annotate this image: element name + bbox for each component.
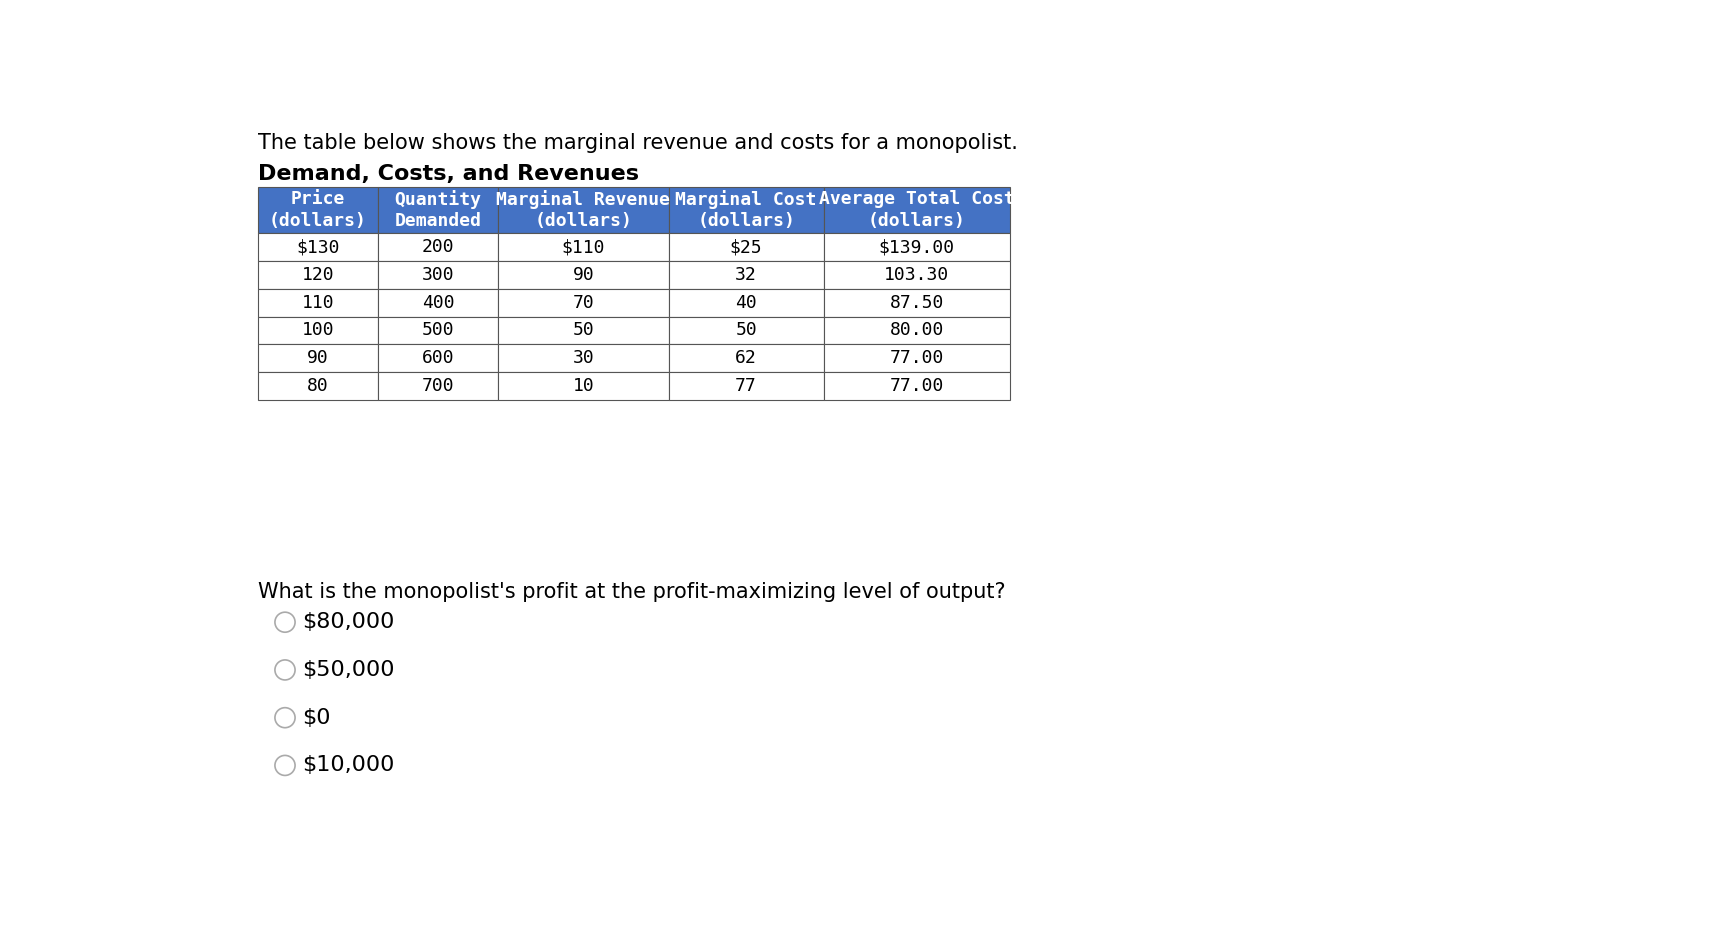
Bar bbox=[498, 289, 668, 316]
Bar bbox=[379, 261, 498, 289]
Bar bbox=[379, 344, 498, 372]
Text: 110: 110 bbox=[301, 294, 334, 312]
Text: $10,000: $10,000 bbox=[301, 755, 394, 775]
Bar bbox=[258, 372, 379, 400]
Text: Average Total Cost
(dollars): Average Total Cost (dollars) bbox=[818, 191, 1014, 230]
Text: Price
(dollars): Price (dollars) bbox=[269, 191, 367, 230]
Bar bbox=[379, 187, 498, 234]
Bar bbox=[498, 261, 668, 289]
Text: 500: 500 bbox=[422, 321, 455, 339]
Bar bbox=[379, 234, 498, 261]
Bar bbox=[258, 316, 379, 344]
Bar bbox=[379, 372, 498, 400]
Text: 700: 700 bbox=[422, 377, 455, 395]
Text: 50: 50 bbox=[572, 321, 594, 339]
Bar bbox=[668, 289, 823, 316]
Text: 77.00: 77.00 bbox=[890, 377, 944, 395]
Text: 30: 30 bbox=[572, 349, 594, 367]
Bar bbox=[668, 372, 823, 400]
Bar bbox=[668, 187, 823, 234]
Bar bbox=[498, 372, 668, 400]
Text: Marginal Revenue
(dollars): Marginal Revenue (dollars) bbox=[496, 190, 670, 231]
Bar bbox=[668, 316, 823, 344]
Text: 120: 120 bbox=[301, 266, 334, 284]
Text: 77.00: 77.00 bbox=[890, 349, 944, 367]
Text: 70: 70 bbox=[572, 294, 594, 312]
Bar bbox=[498, 234, 668, 261]
Bar bbox=[668, 344, 823, 372]
Text: 40: 40 bbox=[735, 294, 758, 312]
Bar bbox=[258, 289, 379, 316]
Bar bbox=[668, 261, 823, 289]
Text: $139.00: $139.00 bbox=[878, 238, 954, 256]
Bar bbox=[823, 316, 1009, 344]
Bar bbox=[258, 234, 379, 261]
Bar bbox=[379, 289, 498, 316]
Bar bbox=[379, 316, 498, 344]
Text: $130: $130 bbox=[296, 238, 339, 256]
Text: $80,000: $80,000 bbox=[301, 612, 394, 632]
Text: Marginal Cost
(dollars): Marginal Cost (dollars) bbox=[675, 190, 816, 231]
Text: $0: $0 bbox=[301, 708, 331, 728]
Bar bbox=[498, 187, 668, 234]
Text: 80.00: 80.00 bbox=[890, 321, 944, 339]
Bar bbox=[498, 316, 668, 344]
Bar bbox=[668, 234, 823, 261]
Bar bbox=[498, 344, 668, 372]
Text: 32: 32 bbox=[735, 266, 758, 284]
Text: 80: 80 bbox=[307, 377, 329, 395]
Text: 90: 90 bbox=[572, 266, 594, 284]
Text: 90: 90 bbox=[307, 349, 329, 367]
Bar bbox=[258, 261, 379, 289]
Text: Demand, Costs, and Revenues: Demand, Costs, and Revenues bbox=[258, 164, 639, 184]
Text: 10: 10 bbox=[572, 377, 594, 395]
Bar bbox=[823, 234, 1009, 261]
Text: What is the monopolist's profit at the profit-maximizing level of output?: What is the monopolist's profit at the p… bbox=[258, 582, 1006, 602]
Bar bbox=[258, 344, 379, 372]
Text: 77: 77 bbox=[735, 377, 758, 395]
Text: Quantity
Demanded: Quantity Demanded bbox=[394, 190, 482, 231]
Text: 87.50: 87.50 bbox=[890, 294, 944, 312]
Text: $50,000: $50,000 bbox=[301, 660, 394, 680]
Bar bbox=[823, 372, 1009, 400]
Bar bbox=[823, 261, 1009, 289]
Text: $110: $110 bbox=[561, 238, 604, 256]
Bar bbox=[823, 187, 1009, 234]
Text: 103.30: 103.30 bbox=[883, 266, 949, 284]
Text: 62: 62 bbox=[735, 349, 758, 367]
Bar bbox=[823, 344, 1009, 372]
Text: 600: 600 bbox=[422, 349, 455, 367]
Text: 50: 50 bbox=[735, 321, 758, 339]
Bar bbox=[823, 289, 1009, 316]
Text: 400: 400 bbox=[422, 294, 455, 312]
Bar bbox=[258, 187, 379, 234]
Text: $25: $25 bbox=[730, 238, 763, 256]
Text: 100: 100 bbox=[301, 321, 334, 339]
Text: 200: 200 bbox=[422, 238, 455, 256]
Text: The table below shows the marginal revenue and costs for a monopolist.: The table below shows the marginal reven… bbox=[258, 133, 1018, 153]
Text: 300: 300 bbox=[422, 266, 455, 284]
